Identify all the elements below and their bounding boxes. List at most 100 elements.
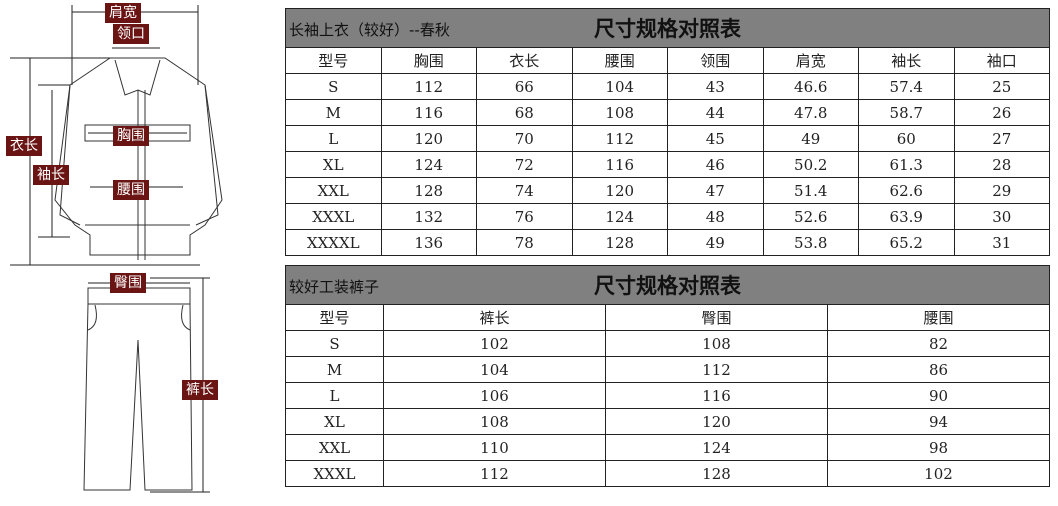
table-cell: 120 (380, 125, 477, 152)
table-cell: 104 (571, 73, 668, 100)
table-cell: 90 (827, 382, 1050, 409)
table-row: XXL 110 124 98 (285, 434, 1050, 461)
label-shoulder: 肩宽 (105, 3, 141, 23)
table-cell: 112 (383, 460, 606, 487)
measure-lines (10, 5, 210, 493)
table-cell: 61.3 (858, 151, 955, 178)
table-row: L 120 70 112 45 49 60 27 (285, 125, 1050, 152)
table-cell: 51.4 (762, 177, 859, 204)
table-cell: 128 (605, 460, 828, 487)
table-cell: 57.4 (858, 73, 955, 100)
table-cell: 94 (827, 408, 1050, 435)
table-row: XXXL 132 76 124 48 52.6 63.9 30 (285, 203, 1050, 230)
table-cell: 30 (953, 203, 1050, 230)
column-header: 胸围 (380, 47, 477, 74)
pants-drawing (83, 287, 193, 491)
table-cell: 45 (667, 125, 764, 152)
table-cell: 49 (762, 125, 859, 152)
table-cell: 116 (605, 382, 828, 409)
label-hip: 臀围 (110, 273, 146, 293)
table-cell: 46.6 (762, 73, 859, 100)
table-cell: 124 (380, 151, 477, 178)
table-cell: 76 (476, 203, 573, 230)
table-row: XL 124 72 116 46 50.2 61.3 28 (285, 151, 1050, 178)
table-subtitle: 长袖上衣（较好）--春秋 (289, 21, 450, 39)
table-cell: 102 (383, 330, 606, 357)
table-cell: 112 (571, 125, 668, 152)
table-cell: 124 (605, 434, 828, 461)
table-cell: 116 (380, 99, 477, 126)
table-cell: 44 (667, 99, 764, 126)
table-cell: 52.6 (762, 203, 859, 230)
table-cell: 70 (476, 125, 573, 152)
table-cell: 86 (827, 356, 1050, 383)
table-cell: 62.6 (858, 177, 955, 204)
table-cell: 60 (858, 125, 955, 152)
table-cell: 68 (476, 99, 573, 126)
table-cell: 26 (953, 99, 1050, 126)
table-cell: M (285, 356, 384, 383)
column-header: 臀围 (605, 304, 828, 331)
table-cell: 124 (571, 203, 668, 230)
jacket-drawing (54, 57, 223, 260)
table-title: 尺寸规格对照表 (594, 17, 741, 41)
table-cell: XXXL (285, 203, 382, 230)
table-cell: 50.2 (762, 151, 859, 178)
table-cell: 66 (476, 73, 573, 100)
label-collar: 领口 (113, 24, 149, 44)
table-cell: 28 (953, 151, 1050, 178)
table-cell: 82 (827, 330, 1050, 357)
table-cell: 72 (476, 151, 573, 178)
column-header: 领围 (667, 47, 764, 74)
table-cell: 102 (827, 460, 1050, 487)
table-cell: 47 (667, 177, 764, 204)
table-title: 尺寸规格对照表 (594, 274, 741, 298)
header-row: 型号 裤长 臀围 腰围 (285, 304, 1050, 331)
pants-size-table: 较好工装裤子 尺寸规格对照表 型号 裤长 臀围 腰围 S 102 108 82 M 104 112 86… (285, 265, 1050, 487)
column-header: 袖长 (858, 47, 955, 74)
column-header: 衣长 (476, 47, 573, 74)
column-header: 裤长 (383, 304, 606, 331)
table-cell: L (285, 125, 382, 152)
table-cell: 112 (380, 73, 477, 100)
table-cell: S (285, 73, 382, 100)
header-row: 型号 胸围 衣长 腰围 领围 肩宽 袖长 袖口 (285, 47, 1050, 74)
column-header: 腰围 (571, 47, 668, 74)
table-cell: 74 (476, 177, 573, 204)
table-cell: L (285, 382, 384, 409)
table-cell: 78 (476, 229, 573, 256)
table-cell: 25 (953, 73, 1050, 100)
label-sleeve: 袖长 (33, 165, 69, 185)
table-cell: M (285, 99, 382, 126)
table-cell: 43 (667, 73, 764, 100)
table-cell: 53.8 (762, 229, 859, 256)
table-cell: 98 (827, 434, 1050, 461)
table-cell: 120 (605, 408, 828, 435)
table-row: S 112 66 104 43 46.6 57.4 25 (285, 73, 1050, 100)
table-cell: 46 (667, 151, 764, 178)
table-row: XXXL 112 128 102 (285, 460, 1050, 487)
label-pants-length: 裤长 (182, 380, 218, 400)
table-cell: XXL (285, 434, 384, 461)
table-row: S 102 108 82 (285, 330, 1050, 357)
table-cell: XXL (285, 177, 382, 204)
table-row: L 106 116 90 (285, 382, 1050, 409)
column-header: 肩宽 (762, 47, 859, 74)
table-cell: XL (285, 151, 382, 178)
table-cell: S (285, 330, 384, 357)
table-row: XL 108 120 94 (285, 408, 1050, 435)
table-cell: 106 (383, 382, 606, 409)
column-header: 型号 (285, 47, 382, 74)
jacket-size-table: 长袖上衣（较好）--春秋 尺寸规格对照表 型号 胸围 衣长 腰围 领围 肩宽 袖长 袖口 S 112… (285, 8, 1050, 256)
table-cell: 48 (667, 203, 764, 230)
table-cell: 132 (380, 203, 477, 230)
table-cell: 63.9 (858, 203, 955, 230)
table-cell: 65.2 (858, 229, 955, 256)
table-cell: XL (285, 408, 384, 435)
table-cell: 136 (380, 229, 477, 256)
column-header: 型号 (285, 304, 384, 331)
table-cell: 108 (605, 330, 828, 357)
table-cell: 49 (667, 229, 764, 256)
table-cell: 112 (605, 356, 828, 383)
table-cell: 104 (383, 356, 606, 383)
